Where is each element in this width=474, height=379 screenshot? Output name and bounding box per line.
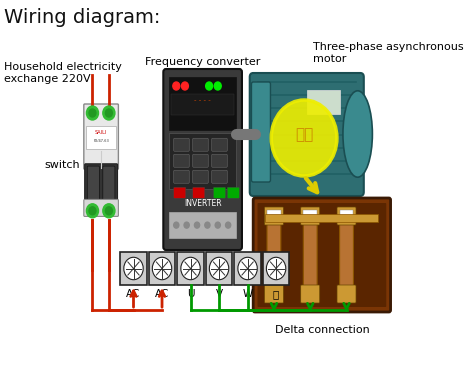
FancyBboxPatch shape <box>173 187 186 198</box>
FancyBboxPatch shape <box>87 166 100 200</box>
FancyBboxPatch shape <box>213 187 226 198</box>
FancyBboxPatch shape <box>303 210 317 218</box>
Text: AC: AC <box>126 289 141 299</box>
Circle shape <box>105 207 112 215</box>
FancyBboxPatch shape <box>212 138 227 151</box>
Circle shape <box>214 82 221 90</box>
Circle shape <box>266 257 286 280</box>
FancyBboxPatch shape <box>301 285 320 303</box>
Text: Household electricity
exchange 220V: Household electricity exchange 220V <box>4 62 122 84</box>
FancyBboxPatch shape <box>250 73 364 196</box>
Circle shape <box>86 204 99 218</box>
Circle shape <box>238 257 257 280</box>
FancyBboxPatch shape <box>120 252 147 285</box>
FancyBboxPatch shape <box>193 187 205 198</box>
FancyBboxPatch shape <box>264 207 283 225</box>
Circle shape <box>181 257 200 280</box>
FancyBboxPatch shape <box>169 133 236 189</box>
FancyBboxPatch shape <box>303 211 317 299</box>
Ellipse shape <box>343 91 373 177</box>
FancyBboxPatch shape <box>339 210 354 218</box>
Circle shape <box>210 257 229 280</box>
FancyBboxPatch shape <box>263 252 290 285</box>
FancyBboxPatch shape <box>206 252 232 285</box>
Circle shape <box>103 106 115 120</box>
Circle shape <box>184 222 189 228</box>
FancyBboxPatch shape <box>173 154 189 167</box>
Text: V: V <box>216 289 223 299</box>
FancyBboxPatch shape <box>84 199 118 216</box>
FancyBboxPatch shape <box>193 170 208 183</box>
Circle shape <box>182 82 188 90</box>
Circle shape <box>124 257 143 280</box>
FancyBboxPatch shape <box>307 90 340 114</box>
Circle shape <box>215 222 220 228</box>
Text: Wiring diagram:: Wiring diagram: <box>4 8 161 27</box>
FancyBboxPatch shape <box>177 252 204 285</box>
Text: INVERTER: INVERTER <box>184 199 221 208</box>
FancyBboxPatch shape <box>301 207 320 225</box>
FancyBboxPatch shape <box>86 126 116 149</box>
FancyBboxPatch shape <box>337 207 356 225</box>
FancyBboxPatch shape <box>339 211 354 299</box>
Text: switch: switch <box>45 160 81 170</box>
Text: Frequency converter: Frequency converter <box>145 57 260 67</box>
Circle shape <box>103 204 115 218</box>
Circle shape <box>271 100 337 176</box>
FancyBboxPatch shape <box>85 164 118 203</box>
FancyBboxPatch shape <box>337 285 356 303</box>
FancyBboxPatch shape <box>227 187 239 198</box>
FancyBboxPatch shape <box>173 170 189 183</box>
FancyBboxPatch shape <box>103 166 115 200</box>
Circle shape <box>173 82 180 90</box>
FancyBboxPatch shape <box>212 170 227 183</box>
FancyBboxPatch shape <box>173 138 189 151</box>
Circle shape <box>205 222 210 228</box>
FancyBboxPatch shape <box>212 154 227 167</box>
Circle shape <box>226 222 231 228</box>
Text: Three-phase asynchronous
motor: Three-phase asynchronous motor <box>313 42 464 64</box>
Text: Delta connection: Delta connection <box>274 325 369 335</box>
FancyBboxPatch shape <box>171 94 234 115</box>
Text: AC: AC <box>155 289 169 299</box>
FancyBboxPatch shape <box>84 104 118 169</box>
Circle shape <box>206 82 212 90</box>
Circle shape <box>194 222 200 228</box>
Circle shape <box>86 106 99 120</box>
FancyBboxPatch shape <box>149 252 175 285</box>
FancyBboxPatch shape <box>164 69 242 250</box>
FancyBboxPatch shape <box>193 138 208 151</box>
Circle shape <box>173 222 179 228</box>
Text: U: U <box>187 289 194 299</box>
FancyBboxPatch shape <box>169 77 236 130</box>
Text: - - - -: - - - - <box>194 97 211 103</box>
Text: ⏚: ⏚ <box>273 289 279 299</box>
FancyBboxPatch shape <box>265 214 378 222</box>
FancyBboxPatch shape <box>252 82 271 182</box>
Circle shape <box>105 109 112 117</box>
FancyBboxPatch shape <box>234 252 261 285</box>
Circle shape <box>89 109 96 117</box>
Text: P2/47-63: P2/47-63 <box>93 139 109 143</box>
FancyBboxPatch shape <box>264 285 283 303</box>
FancyBboxPatch shape <box>257 203 386 307</box>
FancyBboxPatch shape <box>267 210 281 218</box>
FancyBboxPatch shape <box>267 211 281 299</box>
Circle shape <box>152 257 172 280</box>
FancyBboxPatch shape <box>253 198 391 312</box>
FancyBboxPatch shape <box>193 154 208 167</box>
Text: W: W <box>242 289 253 299</box>
Text: 内部: 内部 <box>295 127 313 142</box>
Text: SAILI: SAILI <box>95 130 107 135</box>
FancyBboxPatch shape <box>169 212 236 238</box>
Circle shape <box>89 207 96 215</box>
